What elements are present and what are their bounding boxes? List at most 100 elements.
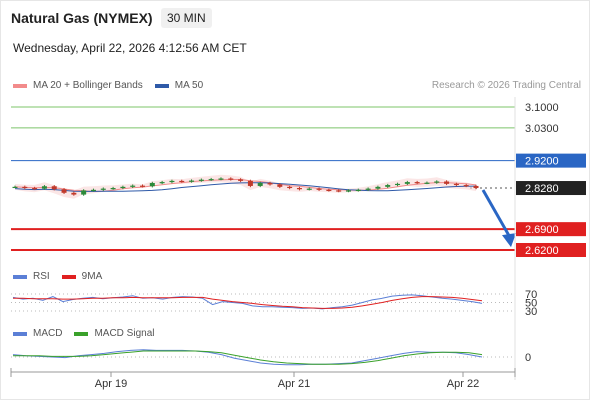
candle-body: [395, 183, 401, 186]
legend-item-ma20-bollinger: MA 20 + Bollinger Bands: [13, 80, 143, 91]
legend-label: MACD Signal: [94, 328, 155, 339]
x-tick-label: Apr 19: [95, 378, 127, 390]
legend-swatch: [13, 274, 27, 279]
ma50-line: [14, 182, 477, 192]
level-label: 3.1000: [525, 102, 559, 114]
candle-body: [90, 189, 96, 192]
candle-body: [267, 182, 273, 185]
legend-label: MA 20 + Bollinger Bands: [33, 80, 143, 91]
candle-body: [110, 188, 116, 190]
level-label: 2.6200: [525, 245, 559, 257]
candle-body: [463, 185, 469, 187]
candle-body: [189, 180, 195, 182]
candle-body: [414, 182, 420, 184]
candle-body: [306, 188, 312, 190]
level-label: 2.9200: [525, 156, 559, 168]
candle-body: [140, 185, 146, 187]
legend-label: MA 50: [174, 80, 204, 91]
candle-body: [32, 188, 38, 190]
level-badge: [516, 181, 586, 196]
macd-ref-label: 0: [525, 352, 531, 364]
legend-item-macd: MACD: [13, 328, 62, 339]
legend-label: RSI: [33, 271, 50, 282]
legend-item-rsi: RSI: [13, 271, 50, 282]
main-legend: MA 20 + Bollinger Bands MA 50: [13, 80, 215, 91]
level-label: 2.8280: [525, 183, 559, 195]
candle-body: [218, 178, 224, 180]
candle-body: [228, 178, 234, 180]
candle-body: [61, 189, 67, 193]
x-tick-label: Apr 21: [278, 378, 310, 390]
level-badge: [516, 243, 586, 257]
candles: [12, 177, 479, 196]
candle-body: [355, 189, 361, 192]
candle-body: [296, 188, 302, 190]
candle-body: [453, 183, 459, 186]
candle-body: [473, 185, 479, 189]
candle-body: [277, 184, 283, 187]
candle-body: [257, 182, 263, 186]
legend-label: 9MA: [81, 271, 103, 282]
candle-body: [365, 188, 371, 190]
level-badge: [516, 153, 586, 168]
timestamp: Wednesday, April 22, 2026 4:12:56 AM CET: [13, 41, 247, 55]
rsi-ref-label: 50: [525, 298, 537, 310]
legend-item-rsi-9ma: 9MA: [61, 271, 103, 282]
bollinger-band: [15, 174, 476, 199]
candle-body: [444, 181, 450, 184]
candle-body: [179, 180, 185, 183]
candle-body: [375, 186, 381, 189]
level-label: 2.6900: [525, 224, 559, 236]
projection-arrow-head: [502, 233, 516, 248]
candle-body: [149, 182, 155, 187]
legend-swatch: [154, 83, 169, 88]
legend-swatch: [61, 274, 76, 279]
legend-label: MACD: [33, 328, 63, 339]
candle-body: [326, 189, 332, 192]
projection-arrow-shaft: [481, 189, 513, 240]
rsi-ref-label: 30: [525, 306, 537, 318]
legend-item-macd-signal: MACD Signal: [74, 328, 154, 339]
candle-body: [159, 182, 165, 184]
candle-body: [169, 180, 175, 183]
candle-body: [238, 179, 244, 181]
candle-body: [12, 186, 18, 189]
level-badge: [516, 222, 586, 237]
macd-series-0: [12, 349, 483, 366]
candle-body: [100, 188, 106, 190]
legend-swatch: [13, 83, 27, 88]
level-label: 3.0300: [525, 123, 559, 135]
research-credit: Research © 2026 Trading Central: [431, 80, 581, 91]
candle-body: [404, 182, 410, 184]
candle-body: [345, 190, 351, 192]
macd-series-1: [13, 350, 483, 365]
candle-body: [81, 190, 87, 195]
candle-body: [22, 186, 28, 189]
candle-body: [434, 181, 440, 183]
macd-legend: MACD MACD Signal: [13, 328, 166, 339]
legend-swatch: [13, 331, 27, 336]
timeframe-badge[interactable]: 30 MIN: [161, 8, 212, 28]
legend-item-ma50: MA 50: [154, 80, 204, 91]
candle-body: [71, 192, 77, 195]
candle-body: [247, 180, 253, 186]
candle-body: [198, 179, 204, 181]
candle-body: [316, 188, 322, 190]
legend-swatch: [74, 331, 89, 336]
candle-body: [51, 186, 57, 190]
rsi-ref-label: 70: [525, 289, 537, 301]
rsi-series-0: [12, 294, 483, 310]
candle-body: [208, 179, 214, 181]
candle-body: [336, 190, 342, 192]
candle-body: [385, 185, 391, 187]
x-tick-label: Apr 22: [447, 378, 479, 390]
candle-body: [41, 186, 47, 189]
candle-body: [287, 186, 293, 189]
rsi-legend: RSI 9MA: [13, 271, 114, 282]
instrument-title: Natural Gas (NYMEX): [11, 10, 153, 26]
candle-body: [120, 186, 126, 189]
candle-body: [130, 185, 136, 187]
rsi-series-1: [13, 296, 483, 309]
candle-body: [424, 182, 430, 184]
